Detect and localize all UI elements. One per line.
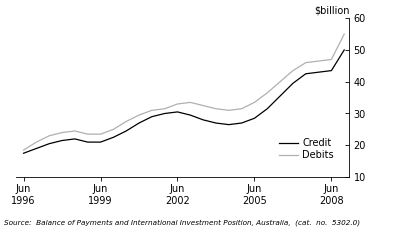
Credit <box>265 107 270 110</box>
Debits <box>291 69 295 72</box>
Credit <box>47 142 52 145</box>
Text: Source:  Balance of Payments and International Investment Position, Australia,  : Source: Balance of Payments and Internat… <box>4 219 360 226</box>
Credit <box>73 138 77 140</box>
Credit <box>188 114 193 116</box>
Debits <box>214 107 218 110</box>
Credit <box>239 122 244 124</box>
Credit <box>303 72 308 75</box>
Debits <box>73 130 77 132</box>
Credit <box>149 115 154 118</box>
Debits <box>316 60 321 62</box>
Debits <box>34 141 39 143</box>
Debits <box>47 134 52 137</box>
Debits <box>201 104 206 107</box>
Debits <box>188 101 193 104</box>
Debits <box>329 58 334 61</box>
Debits <box>265 91 270 94</box>
Credit <box>162 112 167 115</box>
Debits <box>98 133 103 136</box>
Legend: Credit, Debits: Credit, Debits <box>275 135 338 164</box>
Debits <box>60 131 64 134</box>
Credit <box>98 141 103 143</box>
Debits <box>111 128 116 131</box>
Credit <box>316 71 321 74</box>
Debits <box>252 101 257 104</box>
Credit <box>111 136 116 139</box>
Credit <box>85 141 90 143</box>
Credit <box>291 82 295 85</box>
Credit <box>60 139 64 142</box>
Debits <box>21 149 26 151</box>
Debits <box>85 133 90 136</box>
Credit <box>124 130 129 132</box>
Debits <box>162 107 167 110</box>
Credit <box>137 122 141 124</box>
Credit <box>278 95 283 97</box>
Line: Credit: Credit <box>23 50 344 153</box>
Debits <box>175 103 180 105</box>
Debits <box>239 107 244 110</box>
Debits <box>278 80 283 83</box>
Credit <box>175 111 180 113</box>
Credit <box>329 69 334 72</box>
Credit <box>201 118 206 121</box>
Debits <box>124 120 129 123</box>
Credit <box>21 152 26 155</box>
Credit <box>342 49 347 51</box>
Credit <box>226 123 231 126</box>
Credit <box>34 147 39 150</box>
Debits <box>137 114 141 116</box>
Credit <box>214 122 218 124</box>
Credit <box>252 117 257 120</box>
Debits <box>342 33 347 35</box>
Debits <box>149 109 154 112</box>
Debits <box>303 61 308 64</box>
Debits <box>226 109 231 112</box>
Line: Debits: Debits <box>23 34 344 150</box>
Text: $billion: $billion <box>314 5 349 15</box>
